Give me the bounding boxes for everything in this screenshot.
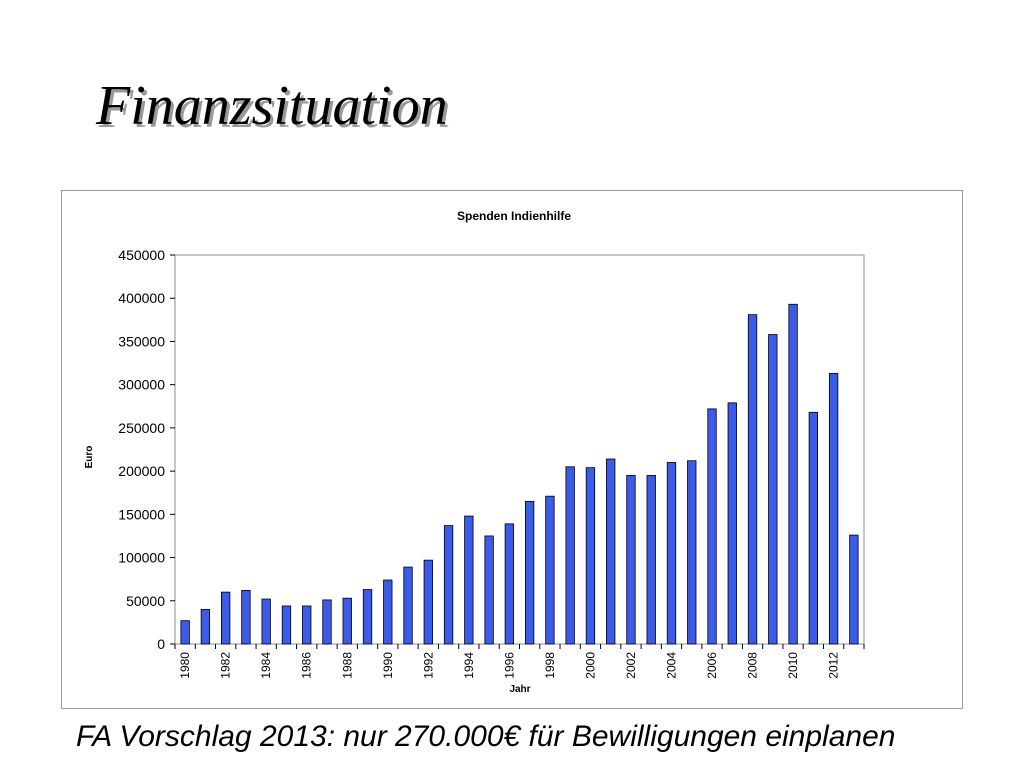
chart-frame: Spenden Indienhilfe Euro Jahr 0 50000 1000…	[61, 190, 963, 709]
bar-2005	[687, 460, 697, 645]
y-tick-label: 0	[157, 636, 165, 652]
bar-1995	[484, 535, 494, 645]
bar-2004	[666, 462, 677, 645]
bars	[180, 303, 859, 645]
bar-1986	[302, 605, 312, 645]
bar-2009	[768, 334, 778, 645]
x-tick-label: 2004	[664, 652, 678, 679]
bar-1989	[362, 589, 373, 645]
bar-1987	[322, 599, 332, 645]
x-tick-label: 2012	[827, 652, 841, 679]
y-tick-label: 400000	[118, 290, 165, 306]
y-axis-label: Euro	[84, 446, 95, 469]
x-tick-label: 1998	[543, 652, 557, 679]
bar-1990	[383, 579, 393, 645]
plot-area	[174, 254, 865, 645]
x-tick-label: 2010	[786, 652, 800, 679]
bar-2013	[849, 534, 859, 645]
x-axis: 1980 1982 1984 1986 1988 1990 1992 1994 1996 1998…	[174, 644, 865, 679]
bar-1988	[342, 597, 352, 645]
y-tick-label: 150000	[118, 506, 165, 522]
x-tick-label: 1982	[219, 652, 233, 679]
bar-1982	[221, 591, 231, 645]
x-tick-label: 2008	[746, 652, 760, 679]
x-tick-label: 1988	[340, 652, 354, 679]
y-tick-label: 350000	[118, 333, 165, 349]
bar-1999	[565, 466, 575, 645]
bar-1983	[241, 590, 251, 645]
bar-1997	[524, 500, 535, 645]
slide-title: Finanzsituation	[96, 75, 448, 137]
y-tick-label: 100000	[118, 550, 165, 566]
y-tick-label: 250000	[118, 420, 165, 436]
bar-2003	[646, 475, 656, 645]
bar-2008	[747, 314, 758, 645]
bar-2006	[707, 408, 717, 645]
x-tick-label: 2002	[624, 652, 638, 679]
y-tick-label: 200000	[118, 463, 165, 479]
bar-1981	[200, 609, 211, 645]
footer-note: FA Vorschlag 2013: nur 270.000€ für Bewi…	[76, 720, 896, 753]
chart-title: Spenden Indienhilfe	[457, 209, 571, 223]
x-tick-label: 1996	[502, 652, 516, 679]
x-tick-label: 1990	[381, 652, 395, 679]
y-tick-label: 300000	[118, 377, 165, 393]
bar-2002	[626, 475, 636, 645]
x-tick-label: 2000	[583, 652, 597, 679]
bar-2011	[808, 411, 818, 645]
x-tick-label: 1992	[421, 652, 435, 679]
bar-chart: Spenden Indienhilfe Euro Jahr 0 50000 1000…	[84, 209, 865, 695]
y-axis: 0 50000 100000 150000 200000 250000 300000 3500…	[118, 247, 175, 652]
bar-2012	[828, 373, 839, 645]
bar-1998	[545, 495, 555, 645]
bar-1985	[281, 605, 292, 645]
x-tick-label: 1980	[178, 652, 192, 679]
x-axis-label: Jahr	[509, 684, 530, 695]
x-tick-label: 1984	[259, 652, 273, 679]
x-tick-label: 1986	[300, 652, 314, 679]
y-tick-label: 50000	[126, 593, 165, 609]
y-tick-label: 450000	[118, 247, 165, 263]
x-tick-label: 2006	[705, 652, 719, 679]
bar-1984	[261, 598, 271, 645]
bar-2010	[788, 303, 798, 645]
bar-1992	[423, 559, 433, 645]
bar-1980	[180, 620, 190, 645]
bar-1996	[504, 523, 515, 645]
bar-1993	[443, 525, 454, 645]
bar-1994	[464, 515, 474, 645]
bar-2000	[585, 467, 596, 645]
x-tick-label: 1994	[462, 652, 476, 679]
bar-2007	[727, 402, 737, 645]
bar-2001	[606, 458, 616, 645]
bar-1991	[403, 566, 413, 645]
